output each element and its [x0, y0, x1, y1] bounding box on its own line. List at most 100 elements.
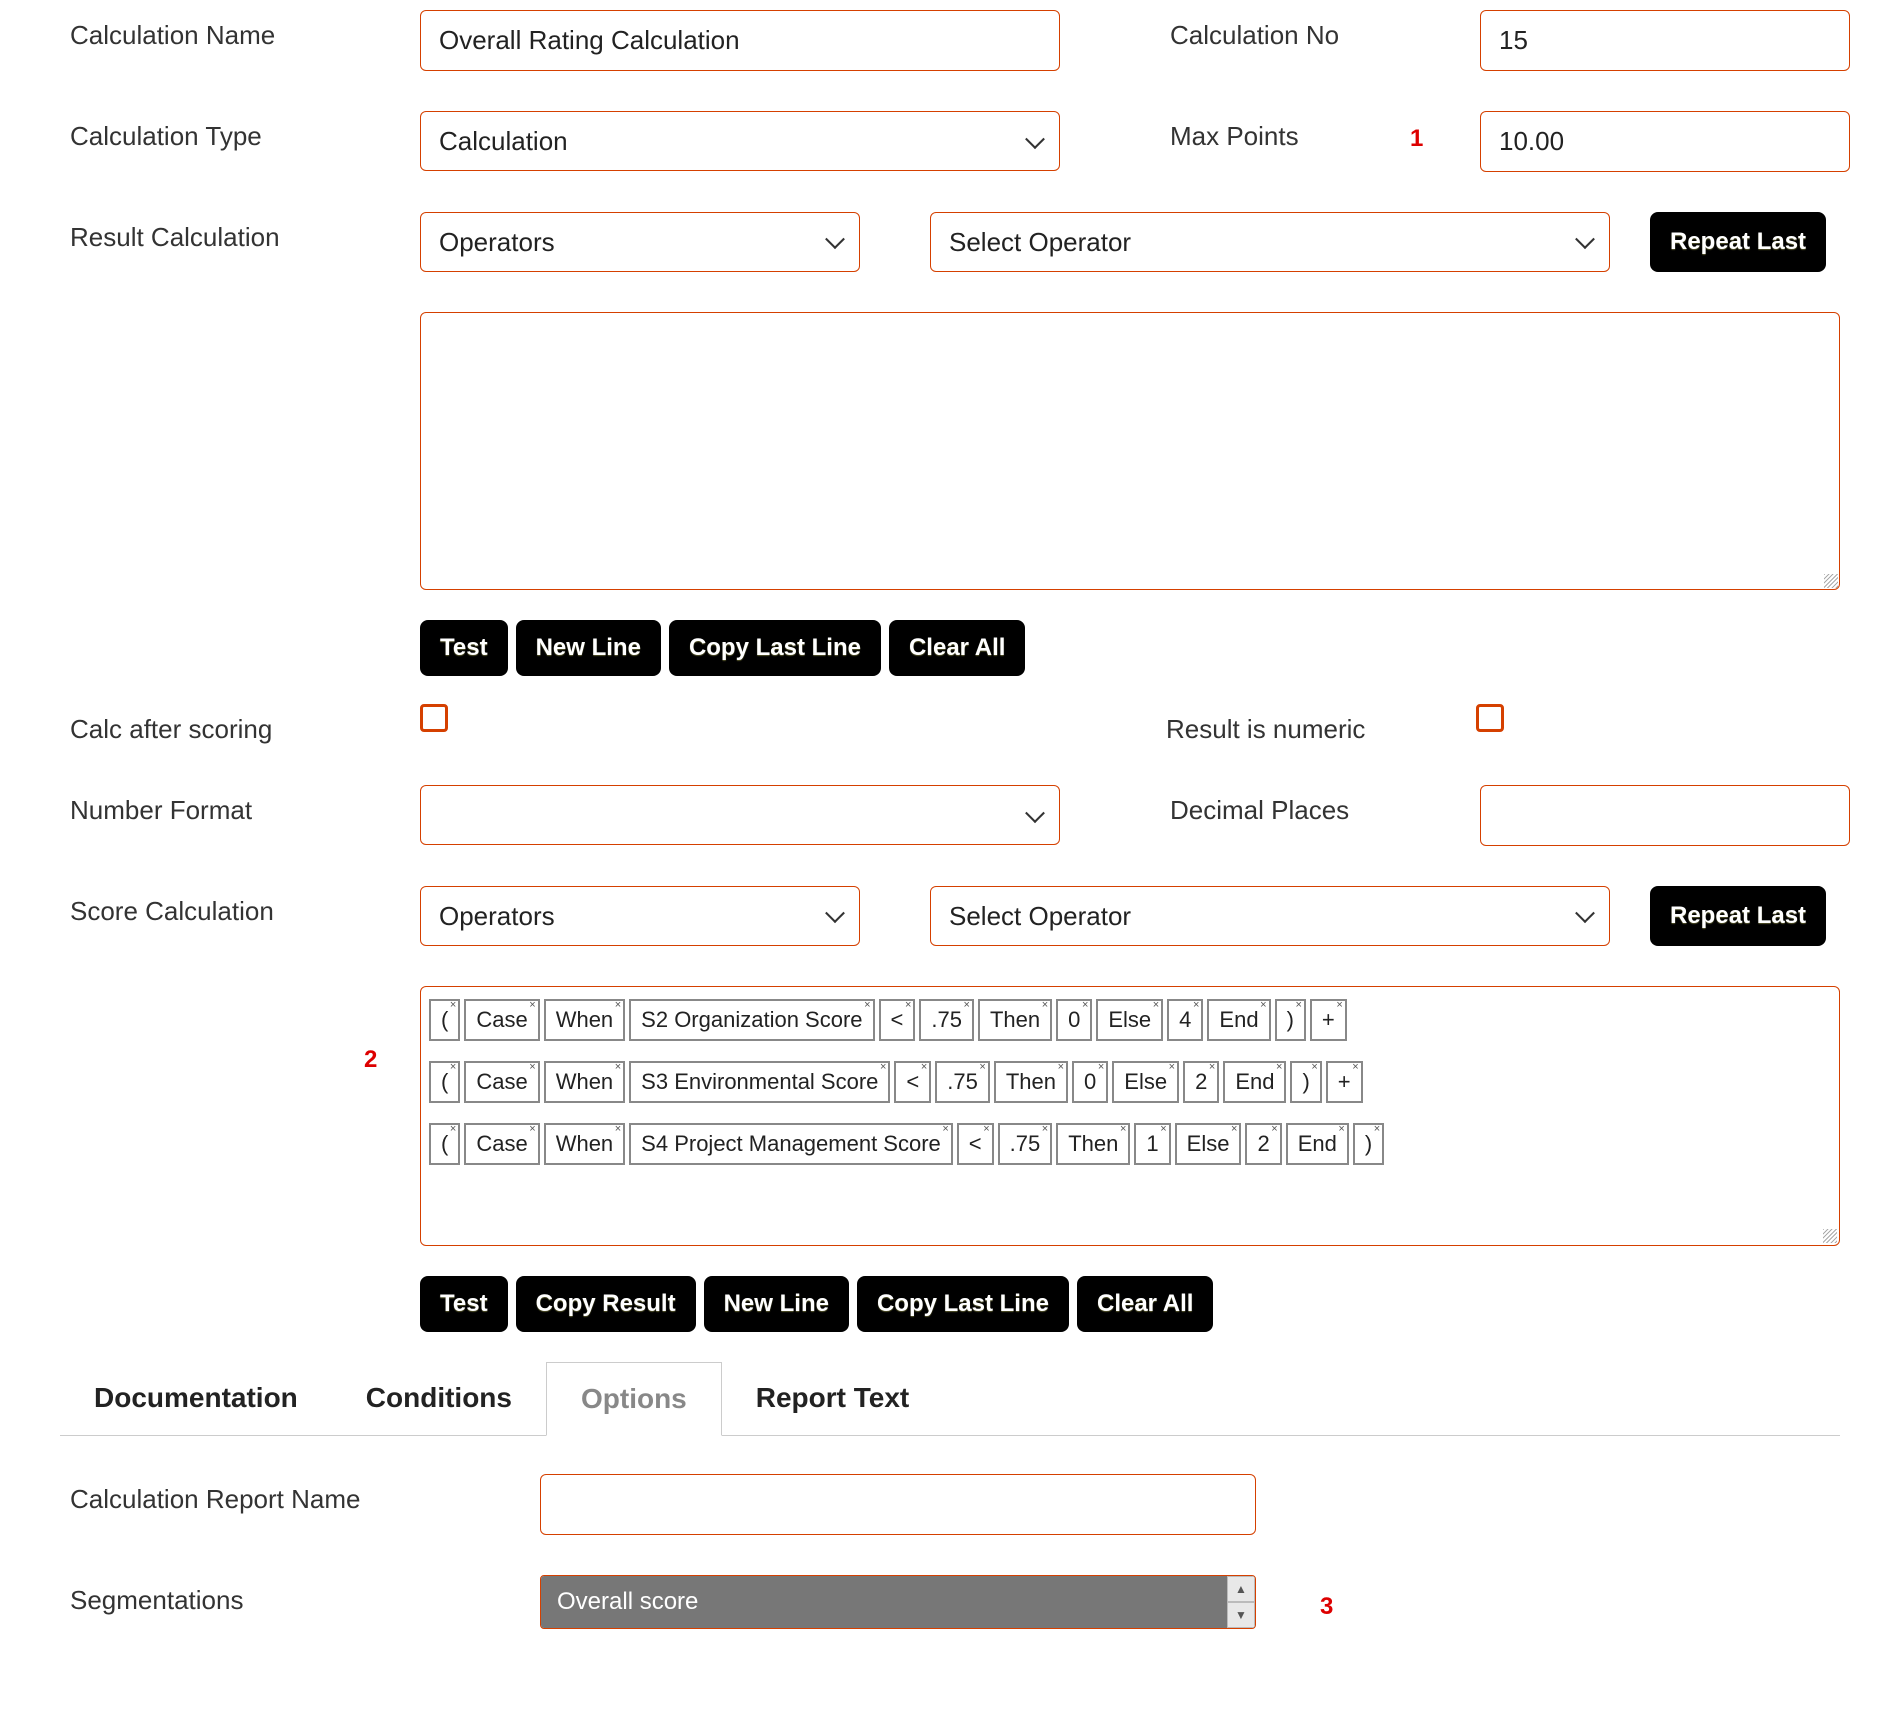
- formula-token[interactable]: End×: [1223, 1061, 1286, 1103]
- close-icon[interactable]: ×: [1338, 1123, 1344, 1135]
- result-newline-button[interactable]: New Line: [516, 620, 661, 676]
- result-copylast-button[interactable]: Copy Last Line: [669, 620, 881, 676]
- formula-token[interactable]: .75×: [935, 1061, 990, 1103]
- close-icon[interactable]: ×: [1374, 1123, 1380, 1135]
- formula-token[interactable]: 0×: [1056, 999, 1092, 1041]
- close-icon[interactable]: ×: [1042, 1123, 1048, 1135]
- score-selectop-select[interactable]: Select Operator: [930, 886, 1610, 946]
- formula-token[interactable]: S2 Organization Score×: [629, 999, 874, 1041]
- score-copylast-button[interactable]: Copy Last Line: [857, 1276, 1069, 1332]
- close-icon[interactable]: ×: [1153, 999, 1159, 1011]
- tab-documentation[interactable]: Documentation: [60, 1362, 332, 1435]
- result-test-button[interactable]: Test: [420, 620, 508, 676]
- close-icon[interactable]: ×: [450, 1123, 456, 1135]
- formula-token[interactable]: (×: [429, 999, 460, 1041]
- formula-token[interactable]: 4×: [1167, 999, 1203, 1041]
- formula-token[interactable]: 1×: [1134, 1123, 1170, 1165]
- segmentations-down-icon[interactable]: ▼: [1227, 1602, 1255, 1628]
- close-icon[interactable]: ×: [529, 1123, 535, 1135]
- result-clearall-button[interactable]: Clear All: [889, 620, 1025, 676]
- close-icon[interactable]: ×: [1352, 1061, 1358, 1073]
- close-icon[interactable]: ×: [1295, 999, 1301, 1011]
- formula-token[interactable]: )×: [1290, 1061, 1321, 1103]
- close-icon[interactable]: ×: [1193, 999, 1199, 1011]
- formula-token[interactable]: Then×: [978, 999, 1052, 1041]
- close-icon[interactable]: ×: [880, 1061, 886, 1073]
- formula-token[interactable]: 0×: [1072, 1061, 1108, 1103]
- tab-report-text[interactable]: Report Text: [722, 1362, 944, 1435]
- close-icon[interactable]: ×: [615, 1061, 621, 1073]
- close-icon[interactable]: ×: [1160, 1123, 1166, 1135]
- close-icon[interactable]: ×: [615, 1123, 621, 1135]
- close-icon[interactable]: ×: [1082, 999, 1088, 1011]
- formula-token[interactable]: S4 Project Management Score×: [629, 1123, 953, 1165]
- close-icon[interactable]: ×: [450, 999, 456, 1011]
- formula-token[interactable]: )×: [1353, 1123, 1384, 1165]
- close-icon[interactable]: ×: [1209, 1061, 1215, 1073]
- formula-token[interactable]: End×: [1207, 999, 1270, 1041]
- score-test-button[interactable]: Test: [420, 1276, 508, 1332]
- formula-token[interactable]: When×: [544, 1123, 625, 1165]
- segmentations-up-icon[interactable]: ▲: [1227, 1576, 1255, 1602]
- close-icon[interactable]: ×: [864, 999, 870, 1011]
- formula-token[interactable]: Case×: [464, 1061, 539, 1103]
- decimal-places-input[interactable]: [1480, 785, 1850, 846]
- segmentations-select[interactable]: Overall score ▲ ▼: [540, 1575, 1256, 1629]
- formula-token[interactable]: Then×: [994, 1061, 1068, 1103]
- close-icon[interactable]: ×: [921, 1061, 927, 1073]
- formula-token[interactable]: .75×: [998, 1123, 1053, 1165]
- close-icon[interactable]: ×: [1058, 1061, 1064, 1073]
- score-resize-handle[interactable]: [1823, 1229, 1837, 1243]
- number-format-select[interactable]: [420, 785, 1060, 845]
- result-numeric-checkbox[interactable]: [1476, 704, 1504, 732]
- close-icon[interactable]: ×: [979, 1061, 985, 1073]
- close-icon[interactable]: ×: [529, 999, 535, 1011]
- score-repeat-last-button[interactable]: Repeat Last: [1650, 886, 1826, 946]
- score-clearall-button[interactable]: Clear All: [1077, 1276, 1213, 1332]
- close-icon[interactable]: ×: [1271, 1123, 1277, 1135]
- score-operators-select[interactable]: Operators: [420, 886, 860, 946]
- formula-token[interactable]: 2×: [1183, 1061, 1219, 1103]
- close-icon[interactable]: ×: [1169, 1061, 1175, 1073]
- formula-token[interactable]: 2×: [1245, 1123, 1281, 1165]
- close-icon[interactable]: ×: [1098, 1061, 1104, 1073]
- close-icon[interactable]: ×: [964, 999, 970, 1011]
- formula-token[interactable]: When×: [544, 999, 625, 1041]
- close-icon[interactable]: ×: [1042, 999, 1048, 1011]
- formula-token[interactable]: Case×: [464, 1123, 539, 1165]
- formula-token[interactable]: When×: [544, 1061, 625, 1103]
- close-icon[interactable]: ×: [1120, 1123, 1126, 1135]
- max-points-input[interactable]: [1480, 111, 1850, 172]
- formula-token[interactable]: Else×: [1096, 999, 1163, 1041]
- formula-token[interactable]: .75×: [919, 999, 974, 1041]
- result-textarea[interactable]: [420, 312, 1840, 590]
- formula-token[interactable]: Else×: [1175, 1123, 1242, 1165]
- formula-token[interactable]: S3 Environmental Score×: [629, 1061, 890, 1103]
- formula-token[interactable]: Then×: [1056, 1123, 1130, 1165]
- score-newline-button[interactable]: New Line: [704, 1276, 849, 1332]
- score-token-area[interactable]: (×Case×When×S2 Organization Score×<×.75×…: [420, 986, 1840, 1246]
- formula-token[interactable]: End×: [1286, 1123, 1349, 1165]
- close-icon[interactable]: ×: [615, 999, 621, 1011]
- close-icon[interactable]: ×: [942, 1123, 948, 1135]
- result-selectop-select[interactable]: Select Operator: [930, 212, 1610, 272]
- close-icon[interactable]: ×: [1276, 1061, 1282, 1073]
- formula-token[interactable]: )×: [1275, 999, 1306, 1041]
- formula-token[interactable]: +×: [1326, 1061, 1363, 1103]
- formula-token[interactable]: <×: [894, 1061, 931, 1103]
- tab-options[interactable]: Options: [546, 1362, 722, 1436]
- calc-no-input[interactable]: [1480, 10, 1850, 71]
- result-operators-select[interactable]: Operators: [420, 212, 860, 272]
- formula-token[interactable]: <×: [879, 999, 916, 1041]
- close-icon[interactable]: ×: [1260, 999, 1266, 1011]
- close-icon[interactable]: ×: [1311, 1061, 1317, 1073]
- close-icon[interactable]: ×: [529, 1061, 535, 1073]
- formula-token[interactable]: <×: [957, 1123, 994, 1165]
- calc-name-input[interactable]: [420, 10, 1060, 71]
- formula-token[interactable]: Else×: [1112, 1061, 1179, 1103]
- calc-after-scoring-checkbox[interactable]: [420, 704, 448, 732]
- close-icon[interactable]: ×: [905, 999, 911, 1011]
- score-copyresult-button[interactable]: Copy Result: [516, 1276, 696, 1332]
- formula-token[interactable]: (×: [429, 1123, 460, 1165]
- close-icon[interactable]: ×: [1336, 999, 1342, 1011]
